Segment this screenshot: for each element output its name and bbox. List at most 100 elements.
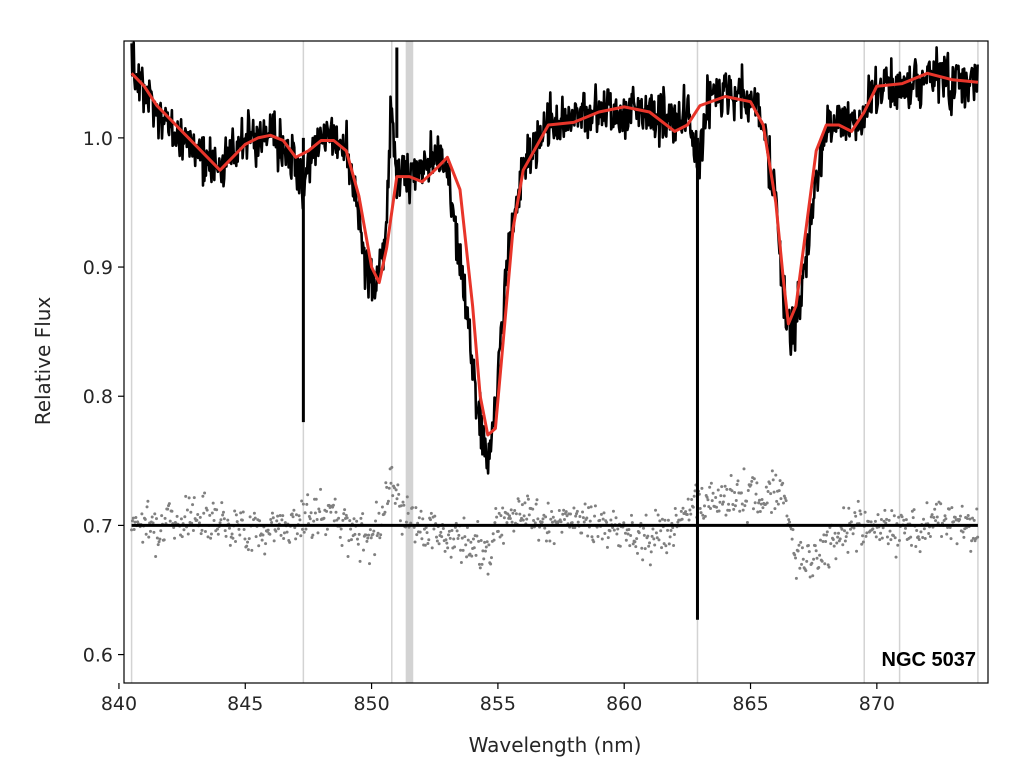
residual-point <box>623 531 627 535</box>
residual-point <box>824 533 828 537</box>
residual-point <box>145 505 149 509</box>
residual-point <box>793 553 797 557</box>
residual-point <box>758 510 762 514</box>
residual-point <box>402 503 406 507</box>
residual-point <box>324 533 328 537</box>
residual-point <box>391 494 395 498</box>
residual-point <box>888 529 892 533</box>
residual-point <box>812 557 816 561</box>
residual-point <box>669 528 673 532</box>
residual-point <box>973 539 977 543</box>
residual-point <box>890 509 894 513</box>
residual-point <box>243 537 247 541</box>
residual-point <box>648 563 652 567</box>
residual-point <box>366 536 370 540</box>
residual-point <box>836 535 840 539</box>
residual-point <box>483 540 487 544</box>
residual-point <box>940 535 944 539</box>
residual-point <box>960 504 964 508</box>
residual-point <box>317 507 321 511</box>
residual-point <box>241 510 245 514</box>
residual-point <box>666 528 670 532</box>
residual-point <box>727 502 731 506</box>
residual-point <box>760 498 764 502</box>
residual-point <box>855 549 859 553</box>
residual-point <box>536 517 540 521</box>
residual-point <box>887 518 891 522</box>
residual-point <box>385 485 389 489</box>
residual-point <box>644 513 648 517</box>
residual-point <box>395 497 399 501</box>
residual-point <box>667 542 671 546</box>
residual-point <box>541 517 545 521</box>
residual-point <box>147 535 151 539</box>
residual-point <box>820 559 824 563</box>
residual-point <box>725 487 729 491</box>
residual-point <box>975 507 979 511</box>
residual-point <box>233 509 237 513</box>
residual-point <box>319 487 323 491</box>
residual-point <box>405 495 409 499</box>
residual-point <box>774 473 778 477</box>
residual-point <box>711 491 715 495</box>
residual-point <box>717 509 721 513</box>
residual-point <box>854 514 858 518</box>
residual-point <box>759 502 763 506</box>
residual-point <box>460 536 464 540</box>
residual-point <box>168 519 172 523</box>
residual-point <box>196 513 200 517</box>
residual-point <box>921 535 925 539</box>
residual-point <box>152 530 156 534</box>
residual-point <box>345 516 349 520</box>
residual-point <box>132 528 136 532</box>
residual-point <box>918 550 922 554</box>
residual-point <box>305 502 309 506</box>
residual-point <box>709 481 713 485</box>
residual-point <box>182 528 186 532</box>
x-axis: 840 845 850 855 860 865 870 <box>101 683 895 715</box>
residual-point <box>364 533 368 537</box>
residual-point <box>740 502 744 506</box>
residual-point <box>291 515 295 519</box>
residual-point <box>968 517 972 521</box>
residual-point <box>962 535 966 539</box>
residual-point <box>664 544 668 548</box>
residual-point <box>817 565 821 569</box>
residual-point <box>927 532 931 536</box>
residual-point <box>756 510 760 514</box>
residual-point <box>325 509 329 513</box>
residual-point <box>486 572 490 576</box>
residual-point <box>426 541 430 545</box>
residual-point <box>421 517 425 521</box>
residual-point <box>203 529 207 533</box>
residual-point <box>276 527 280 531</box>
residual-point <box>616 527 620 531</box>
residual-point <box>292 508 296 512</box>
residual-point <box>649 550 653 554</box>
residual-point <box>290 512 294 516</box>
residual-point <box>271 516 275 520</box>
residual-point <box>818 538 822 542</box>
residual-point <box>769 511 773 515</box>
residual-point <box>724 513 728 517</box>
residual-point <box>698 506 702 510</box>
residual-point <box>778 479 782 483</box>
residual-point <box>972 518 976 522</box>
model-fit-series <box>130 71 979 437</box>
residual-point <box>727 508 731 512</box>
residual-point <box>441 527 445 531</box>
residual-point <box>715 505 719 509</box>
residual-point <box>550 520 554 524</box>
residual-point <box>349 527 353 531</box>
residual-point <box>660 546 664 550</box>
residual-point <box>479 538 483 542</box>
residual-point <box>943 514 947 518</box>
residual-point <box>184 494 188 498</box>
residual-point <box>148 529 152 533</box>
residual-point <box>206 535 210 539</box>
plot-frame <box>123 40 989 684</box>
residual-point <box>622 521 626 525</box>
residual-point <box>269 517 273 521</box>
residual-point <box>443 549 447 553</box>
residual-point <box>489 562 493 566</box>
